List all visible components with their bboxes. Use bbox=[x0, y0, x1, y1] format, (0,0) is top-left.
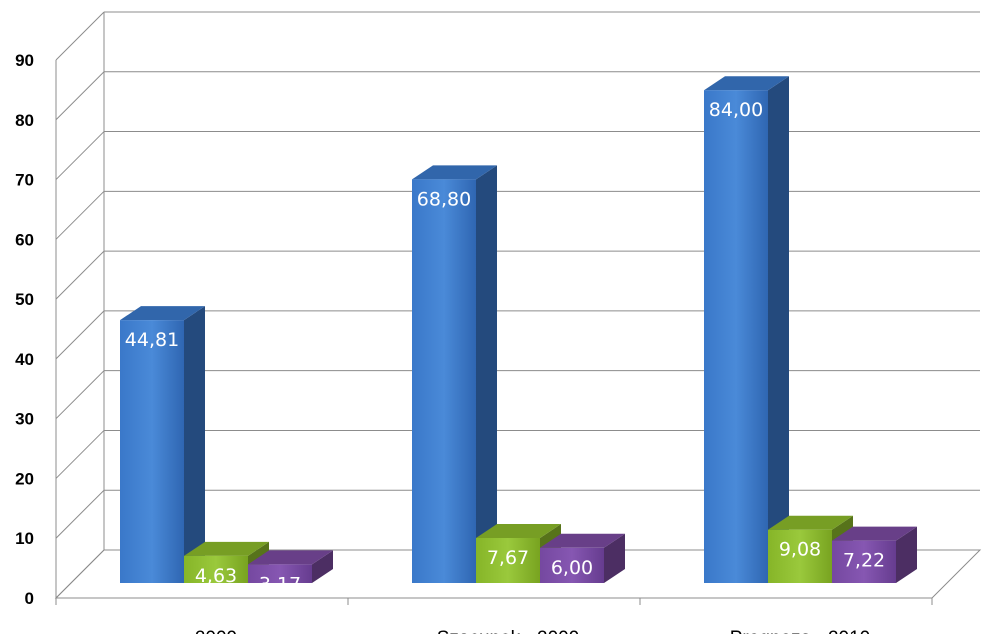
gridline-side bbox=[55, 11, 105, 61]
y-tick-label: 90 bbox=[15, 51, 34, 70]
bar-top bbox=[412, 165, 497, 180]
x-category-label: Szacunek - 2009 bbox=[437, 628, 580, 634]
bar-top bbox=[768, 515, 853, 530]
gridline-side bbox=[55, 250, 105, 300]
bar bbox=[184, 555, 248, 583]
bar-side bbox=[896, 526, 917, 583]
data-label: 44,81 bbox=[125, 329, 179, 351]
y-tick-label: 0 bbox=[25, 589, 34, 608]
y-tick-label: 50 bbox=[15, 290, 34, 309]
y-tick-label: 70 bbox=[15, 171, 34, 190]
data-label: 7,67 bbox=[487, 547, 529, 569]
bar bbox=[412, 179, 476, 583]
bar-top bbox=[120, 306, 205, 321]
gridline-side bbox=[55, 430, 105, 479]
bar bbox=[120, 320, 184, 583]
y-tick-label: 60 bbox=[15, 230, 34, 249]
gridline-side bbox=[55, 131, 105, 180]
y-tick-label: 30 bbox=[15, 410, 34, 429]
bar bbox=[248, 564, 312, 583]
data-label: 9,08 bbox=[779, 539, 821, 561]
data-label: 84,00 bbox=[709, 99, 763, 121]
bars: 44,81 4,63 3,17 68,80 7,67 6,00 84,00 9,08 7,22 bbox=[120, 76, 917, 595]
x-axis: 2009 Szacunek - 2009 Prognoza - 2010 bbox=[55, 597, 933, 634]
x-category-label: Prognoza - 2010 bbox=[730, 628, 871, 634]
y-tick-label: 80 bbox=[15, 111, 34, 130]
y-tick-label: 10 bbox=[15, 529, 34, 548]
bar-side bbox=[184, 306, 205, 583]
data-label: 4,63 bbox=[195, 565, 237, 587]
gridline-side bbox=[55, 190, 105, 240]
gridline-side bbox=[55, 310, 105, 360]
bar-top bbox=[248, 550, 333, 565]
bar bbox=[704, 90, 768, 583]
bar bbox=[832, 540, 896, 583]
bar-top bbox=[704, 76, 789, 91]
bar-top bbox=[184, 541, 269, 556]
y-tick-label: 20 bbox=[15, 469, 34, 488]
data-label: 6,00 bbox=[551, 557, 593, 579]
data-label: 68,80 bbox=[417, 188, 471, 210]
data-label: 7,22 bbox=[843, 550, 885, 572]
bar bbox=[540, 547, 604, 583]
bar bbox=[476, 538, 540, 583]
gridline-side bbox=[55, 370, 105, 420]
x-category-label: 2009 bbox=[195, 628, 237, 634]
bar-top bbox=[832, 526, 917, 541]
gridline-side bbox=[55, 489, 105, 539]
bar-side bbox=[476, 165, 497, 583]
bar-top bbox=[540, 533, 625, 548]
y-axis: 0 10 20 30 40 50 60 70 80 90 bbox=[15, 51, 34, 608]
y-tick-label: 40 bbox=[15, 350, 34, 369]
bar-top bbox=[476, 524, 561, 539]
bar-side bbox=[312, 550, 333, 583]
bar-side bbox=[604, 533, 625, 583]
data-label: 3,17 bbox=[259, 573, 301, 595]
bar bbox=[768, 529, 832, 583]
bar-side bbox=[768, 76, 789, 583]
gridline-side bbox=[55, 71, 105, 121]
